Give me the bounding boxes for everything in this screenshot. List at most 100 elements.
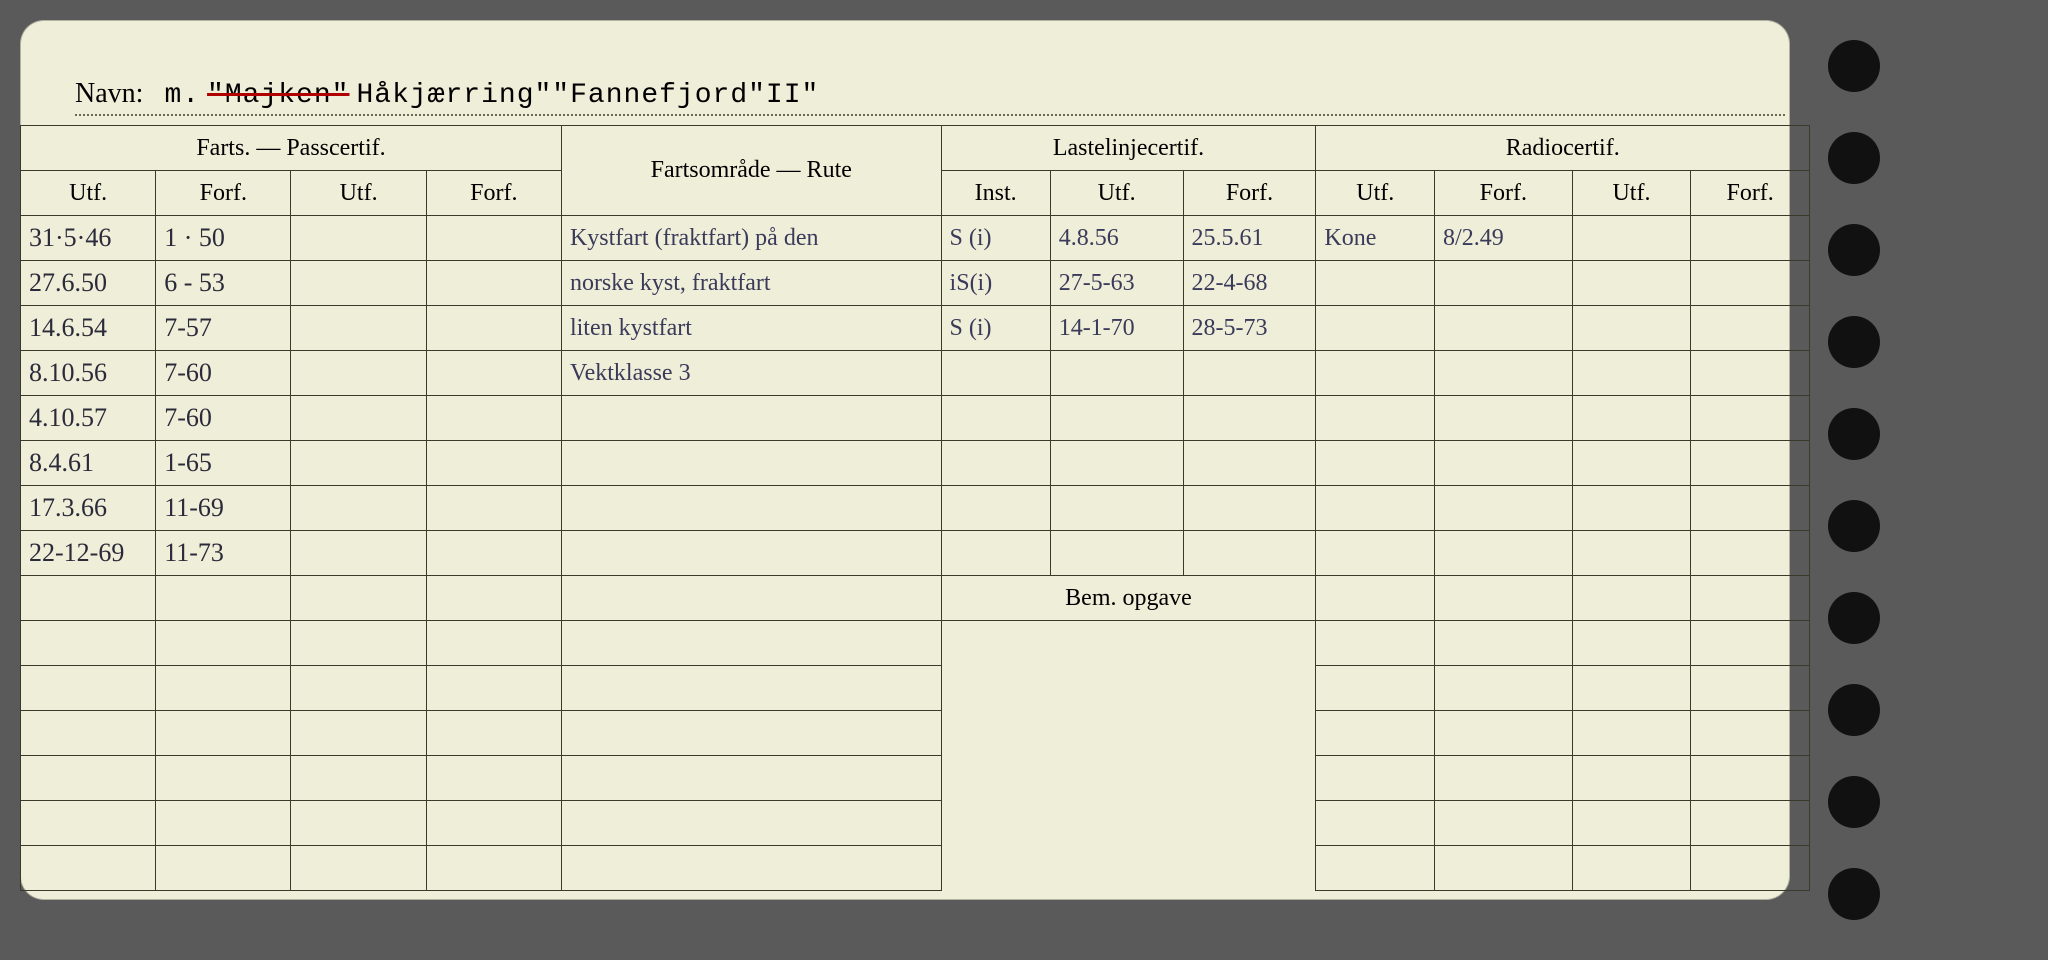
cell-value [942, 441, 1058, 485]
cell-value [427, 531, 569, 575]
cell-value [1573, 351, 1699, 395]
cell-value [562, 531, 949, 575]
cell-value [1051, 441, 1191, 485]
navn-label: Navn: [75, 78, 143, 109]
cell-value [1573, 261, 1699, 305]
cell-value [1184, 441, 1324, 485]
cell-value [1691, 351, 1817, 395]
table-row [21, 846, 1810, 891]
cell-value [1435, 441, 1580, 485]
hdr-utf-5: Utf. [1572, 171, 1691, 216]
punch-hole [1828, 224, 1880, 276]
cell-value [291, 531, 433, 575]
cell-value [562, 441, 949, 485]
cell-value [562, 486, 949, 530]
cell-value [427, 396, 569, 440]
cell-value [427, 486, 569, 530]
cell-value: S (i) [942, 216, 1058, 260]
cell-value [1316, 486, 1442, 530]
cell-value [1184, 396, 1324, 440]
table-row: 17.3.6611-69 [21, 486, 1810, 531]
cell-value [1573, 441, 1699, 485]
table-row [21, 666, 1810, 711]
record-table: Farts. — Passcertif. Fartsområde — Rute … [20, 125, 1810, 891]
cell-value [1184, 531, 1324, 575]
hdr-farts-pass: Farts. — Passcertif. [21, 126, 562, 171]
cell-value: 31·5·46 [21, 216, 163, 260]
cell-value: 4.8.56 [1051, 216, 1191, 260]
cell-value: Kystfart (fraktfart) på den [562, 216, 949, 260]
cell-value [1051, 351, 1191, 395]
cell-value: 27-5-63 [1051, 261, 1191, 305]
cell-value: 11-73 [156, 531, 298, 575]
cell-value [1435, 396, 1580, 440]
punch-hole [1828, 40, 1880, 92]
cell-value [291, 396, 433, 440]
cell-value [291, 351, 433, 395]
cell-value: 7-57 [156, 306, 298, 350]
cell-value: 25.5.61 [1184, 216, 1324, 260]
hdr-lastelinje: Lastelinjecertif. [941, 126, 1316, 171]
punch-holes [1828, 40, 1880, 960]
hdr-utf-2: Utf. [291, 171, 426, 216]
hdr-forf-4: Forf. [1435, 171, 1573, 216]
cell-value: 8.10.56 [21, 351, 163, 395]
cell-value: 7-60 [156, 351, 298, 395]
cell-value [1051, 531, 1191, 575]
cell-value [1691, 261, 1817, 305]
hdr-radio: Radiocertif. [1316, 126, 1810, 171]
cell-value [1573, 306, 1699, 350]
cell-value [1316, 351, 1442, 395]
punch-hole [1828, 684, 1880, 736]
cell-value [291, 306, 433, 350]
hdr-forf-2: Forf. [426, 171, 561, 216]
hdr-utf-3: Utf. [1050, 171, 1183, 216]
cell-value [427, 261, 569, 305]
cell-value: liten kystfart [562, 306, 949, 350]
cell-value [1573, 486, 1699, 530]
cell-value [942, 486, 1058, 530]
cell-value [1435, 351, 1580, 395]
punch-hole [1828, 500, 1880, 552]
cell-value: 28-5-73 [1184, 306, 1324, 350]
cell-value: 1-65 [156, 441, 298, 485]
cell-value: 11-69 [156, 486, 298, 530]
cell-value: norske kyst, fraktfart [562, 261, 949, 305]
cell-value [1691, 396, 1817, 440]
cell-value: S (i) [942, 306, 1058, 350]
punch-hole [1828, 776, 1880, 828]
cell-value: 22-12-69 [21, 531, 163, 575]
table-row [21, 621, 1810, 666]
cell-value: 6 - 53 [156, 261, 298, 305]
table-row [21, 756, 1810, 801]
navn-prefix: m. [164, 80, 200, 111]
table-row: 27.6.506 - 53norske kyst, fraktfartiS(i)… [21, 261, 1810, 306]
cell-value [1691, 441, 1817, 485]
cell-value [291, 261, 433, 305]
cell-value: 8/2.49 [1435, 216, 1580, 260]
cell-value [1316, 396, 1442, 440]
cell-value [1573, 531, 1699, 575]
punch-hole [1828, 132, 1880, 184]
cell-value: Vektklasse 3 [562, 351, 949, 395]
cell-value [1691, 216, 1817, 260]
bem-opgave-label: Bem. opgave [941, 576, 1316, 621]
cell-value [427, 216, 569, 260]
cell-value [1573, 396, 1699, 440]
cell-value [1316, 531, 1442, 575]
cell-value: 8.4.61 [21, 441, 163, 485]
cell-value [942, 531, 1058, 575]
cell-value [1316, 306, 1442, 350]
cell-value [1051, 396, 1191, 440]
punch-hole [1828, 592, 1880, 644]
cell-value: 17.3.66 [21, 486, 163, 530]
cell-value: 1 · 50 [156, 216, 298, 260]
cell-value [1691, 531, 1817, 575]
cell-value [1435, 531, 1580, 575]
table-row: 22-12-6911-73 [21, 531, 1810, 576]
cell-value [1184, 486, 1324, 530]
hdr-forf-1: Forf. [156, 171, 291, 216]
cell-value [427, 306, 569, 350]
punch-hole [1828, 408, 1880, 460]
table-row: 4.10.577-60 [21, 396, 1810, 441]
